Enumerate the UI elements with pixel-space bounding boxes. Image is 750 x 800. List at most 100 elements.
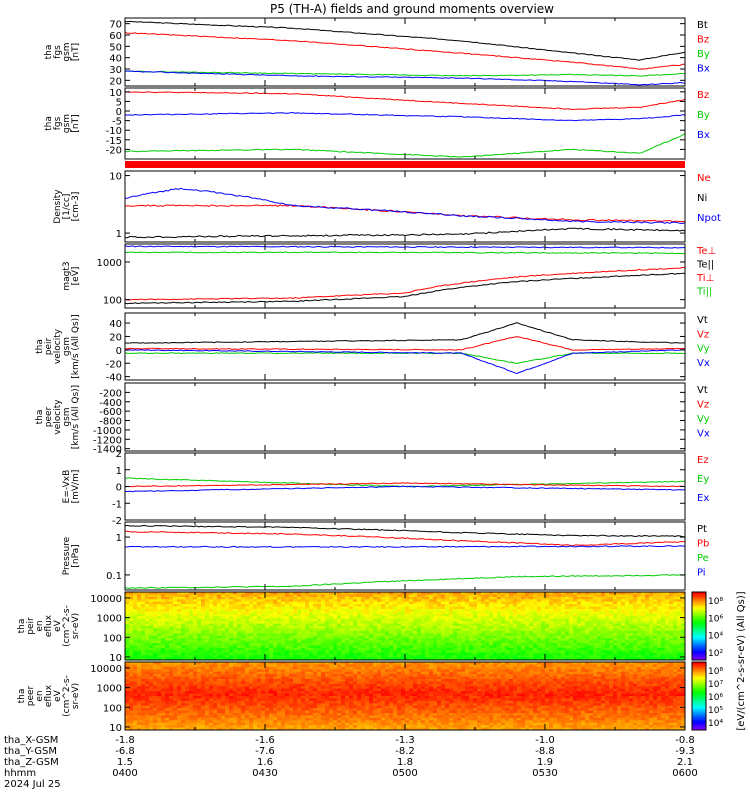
panel-peer-velocity: -1400-1200-1000-800-600-400-200 tha peer ve… — [35, 382, 710, 456]
legend-entry: Vt — [697, 385, 708, 396]
y-axis-label: [cm-3] — [71, 192, 81, 222]
colorbar-frame — [691, 591, 707, 661]
ephemeris-label: hhmm — [4, 768, 36, 779]
y-tick-label: 0 — [116, 107, 122, 118]
series-line — [124, 336, 686, 351]
series-line — [124, 322, 686, 344]
series-line — [124, 251, 686, 255]
y-tick-label: 0 — [116, 346, 122, 357]
y-tick-label: -1200 — [93, 435, 122, 446]
legend-entry: Pb — [697, 539, 709, 550]
series-line — [125, 187, 686, 225]
y-axis-label: magt3 — [62, 261, 72, 290]
series-line — [124, 482, 686, 488]
legend-entry: Npot — [697, 213, 721, 224]
ephemeris-value: -1.0 — [535, 735, 555, 746]
y-tick-label: 10 — [109, 723, 122, 734]
colorbar-1: 10⁸ 10⁶ 10⁴ 10² — [691, 591, 723, 661]
spectrogram-cells — [125, 592, 686, 661]
ephemeris-value: -1.8 — [115, 735, 135, 746]
colorbar-tick-label: 10⁸ — [708, 597, 723, 607]
series-line — [124, 20, 686, 61]
panel-density: 1 10 Density [1/cc] [cm-3] Ne Ni Npot — [53, 170, 721, 243]
ephemeris-value: -8.8 — [535, 746, 555, 757]
y-axis-label: peer — [44, 406, 54, 427]
y-tick-label: -1400 — [93, 445, 122, 456]
y-tick-label: 40 — [109, 319, 122, 330]
series-line — [125, 485, 686, 493]
legend-entry: Ti|| — [696, 287, 712, 298]
y-tick-label: -40 — [106, 373, 122, 384]
legend-entry: Pt — [697, 524, 707, 535]
y-axis-label: Pressure — [62, 536, 72, 575]
colorbar-2: 10⁸ 10⁷ 10⁶ 10⁵ 10⁴ — [691, 661, 723, 731]
legend-entry: Bx — [697, 130, 710, 141]
colorbars: 10⁸ 10⁶ 10⁴ 10² 10⁸ 10⁷ 10⁶ 10⁵ 10⁴ [eV/(cm^2-s-s… — [691, 591, 747, 731]
series-line — [124, 524, 685, 538]
panel-pressure: 0.1 1 Pressure [nPa] Pt Pb Pe Pi — [62, 521, 709, 591]
panel-efield: -2 -1 0 1 2 E=-VxB [mV/m] Ez Ey Ex — [62, 449, 709, 527]
y-axis-label: [km/s (All Qs)] — [71, 314, 81, 378]
y-axis-label: tha — [17, 619, 27, 634]
y-tick-label: 10 — [109, 88, 122, 99]
series-line — [124, 530, 685, 547]
y-axis-label: tha — [44, 116, 54, 131]
colorbar-tick-label: 10⁴ — [708, 632, 723, 642]
y-tick-label: -200 — [99, 388, 122, 399]
legend-entry: Ne — [697, 173, 711, 184]
y-axis-label: velocity — [53, 328, 63, 364]
y-axis-label: en — [35, 690, 45, 701]
y-tick-label: -800 — [99, 417, 122, 428]
y-tick-label: -1000 — [93, 426, 122, 437]
y-tick-label: 30 — [109, 65, 122, 76]
y-tick-label: 1000 — [97, 614, 122, 625]
x-axis-labels: tha_X-GSM -1.8 -1.6 -1.3 -1.0 -0.8 tha_Y-GSM -6… — [4, 735, 698, 790]
y-tick-label: 5 — [116, 97, 122, 108]
y-axis-label: [eV] — [71, 267, 81, 286]
colorbar-tick-label: 10⁸ — [708, 667, 723, 677]
y-axis-label: peir — [44, 337, 54, 355]
y-axis-label: tha — [35, 410, 45, 425]
y-tick-label: 1000 — [97, 258, 122, 269]
panel-frame — [124, 87, 686, 160]
y-tick-label: 1 — [116, 533, 122, 544]
series-line — [124, 31, 686, 70]
y-tick-label: 100 — [103, 296, 122, 307]
legend-entry: Ti⊥ — [696, 273, 714, 284]
y-tick-label: 20 — [109, 332, 122, 343]
y-axis-label: fgs — [53, 116, 63, 130]
legend-entry: Vx — [697, 358, 710, 369]
y-axis-label: fgs — [53, 45, 63, 59]
ephemeris-value: 1.6 — [257, 757, 273, 768]
y-tick-label: 100 — [103, 703, 122, 714]
y-axis-label: peer — [26, 685, 36, 706]
ephemeris-value: 0400 — [112, 768, 137, 779]
y-axis-label: en — [35, 620, 45, 631]
y-tick-label: 1 — [116, 466, 122, 477]
y-axis-label: [nT] — [71, 43, 81, 61]
series-line — [124, 111, 686, 122]
series-line — [124, 545, 686, 548]
legend-entry: Vt — [697, 315, 708, 326]
ephemeris-value: 0600 — [672, 768, 697, 779]
ephemeris-label: tha_Z-GSM — [4, 757, 59, 768]
legend-entry: Bx — [697, 64, 710, 75]
y-tick-label: 70 — [109, 20, 122, 31]
legend-entry: Pe — [697, 553, 709, 564]
y-tick-label: 1000 — [97, 684, 122, 695]
ephemeris-value: -1.6 — [255, 735, 275, 746]
y-tick-label: 2 — [116, 449, 122, 460]
colorbar-tick-label: 10⁶ — [708, 693, 723, 703]
y-axis-label: (cm^2-s- — [62, 675, 72, 717]
y-axis-label: velocity — [53, 399, 63, 435]
colorbar-tick-label: 10² — [708, 649, 723, 659]
series-line — [124, 204, 686, 223]
series-line — [124, 272, 686, 305]
y-axis-label: gsm — [62, 114, 72, 133]
ephemeris-value: 1.9 — [537, 757, 553, 768]
y-axis-label: eflux — [44, 614, 54, 637]
legend-entry: Ez — [697, 455, 709, 466]
y-tick-label: 60 — [109, 31, 122, 42]
